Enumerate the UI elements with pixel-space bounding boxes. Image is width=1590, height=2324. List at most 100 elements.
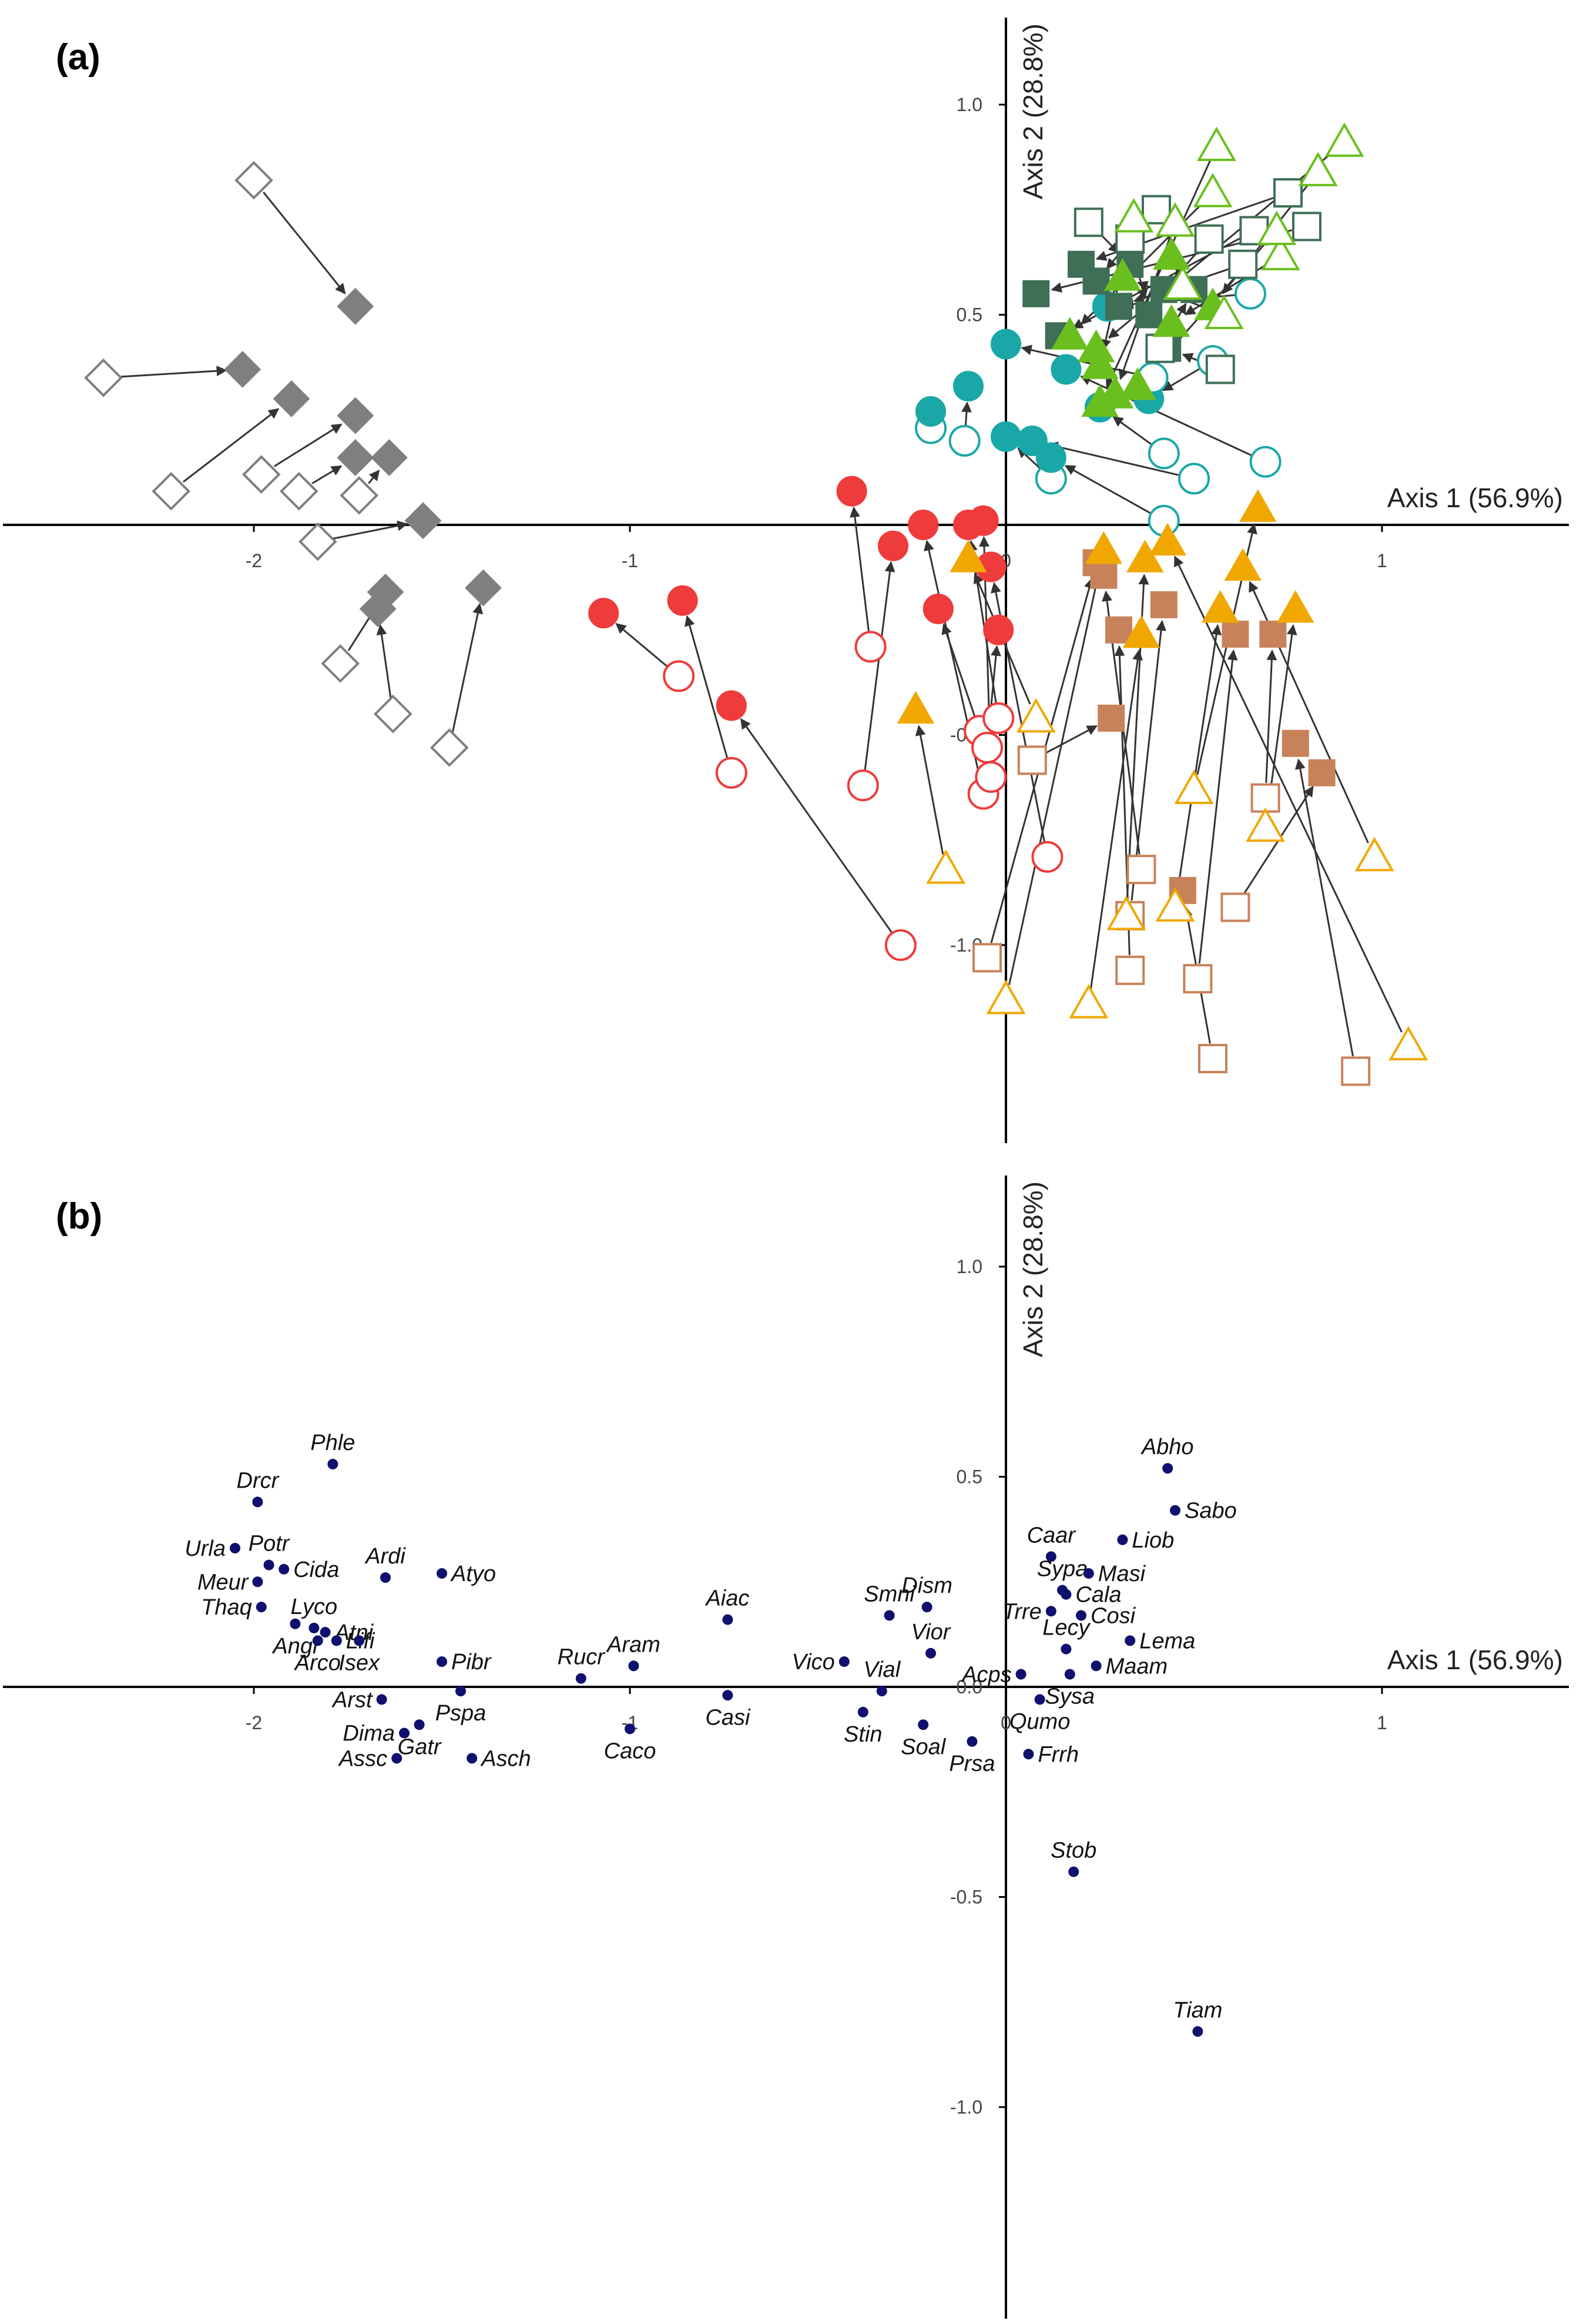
species-point-arco [312,1635,323,1646]
lightgreen-triangle-open-marker [1324,122,1364,157]
grey-diamond-filled-marker [370,439,408,477]
grey-diamond-open-marker [241,455,281,494]
species-label-casi: Casi [705,1705,751,1730]
species-label-vial: Vial [863,1657,901,1682]
species-label-masi: Masi [1098,1562,1146,1586]
darkgreen-square-filled-marker [1105,293,1132,320]
grey-diamond-open-marker [234,160,273,200]
orange-triangle-open-marker [926,849,966,884]
darkgreen-square-open-marker [1142,195,1171,225]
panel-a-x-axis-title: Axis 1 (56.9%) [1387,483,1563,513]
panel-a-x-tick-label: 1 [1377,550,1387,571]
grey-diamond-arrow [263,192,346,294]
brown-square-filled-marker [1282,729,1309,757]
brown-square-arrow [1131,619,1166,901]
panel-b-y-axis-title: Axis 2 (28.8%) [1018,1181,1048,1357]
teal-circle-arrow [1047,441,1180,476]
species-label-thaq: Thaq [201,1595,252,1620]
panel-a-label: (a) [56,37,100,78]
red-circle-open-marker [982,702,1015,734]
panel-b-y-tick-label: -1.0 [950,2097,982,2118]
species-label-asch: Asch [480,1747,531,1772]
species-point-cosi [1076,1610,1086,1621]
species-label-dima: Dima [343,1722,395,1746]
species-label-sypa: Sypa [1037,1557,1088,1582]
grey-diamond-arrow [274,423,343,467]
species-label-arst: Arst [331,1687,373,1712]
species-point-stob [1068,1866,1079,1877]
grey-diamond-arrow [451,602,484,733]
orange-triangle-open-marker [1155,887,1195,922]
brown-square-arrow [1045,725,1098,754]
grey-diamond-filled-marker [359,590,397,628]
panel-b-y-tick-label: 0.5 [957,1466,982,1488]
species-point-pspa [455,1686,466,1697]
species-point-asch [467,1753,478,1764]
grey-diamond-open-marker [84,358,123,397]
brown-square-filled-marker [1105,616,1132,644]
brown-square-arrow [1294,758,1354,1057]
grey-diamond-arrow [333,520,408,540]
orange-triangle-open-marker [1016,698,1056,733]
darkgreen-square-open-marker [1292,212,1321,242]
lightgreen-triangle-open-marker [1204,294,1244,329]
lightgreen-triangle-open-marker [1196,126,1236,161]
darkgreen-square-open-marker [1273,178,1303,208]
species-label-smni: Smni [864,1582,915,1606]
species-label-abho: Abho [1140,1435,1194,1459]
species-label-tiam: Tiam [1173,1998,1222,2022]
species-label-cosi: Cosi [1091,1603,1136,1628]
species-label-sysa: Sysa [1045,1685,1095,1709]
orange-triangle-filled-marker [1126,540,1164,572]
orange-triangle-open-marker [1354,836,1394,872]
red-circle-open-marker [847,769,879,802]
teal-circle-arrow [1064,464,1151,514]
species-label-stob: Stob [1051,1839,1096,1863]
red-circle-open-marker [663,660,695,692]
red-circle-filled-marker [588,598,619,629]
species-label-assc: Assc [338,1747,387,1772]
grey-diamond-filled-marker [224,351,261,388]
species-label-frrh: Frrh [1038,1742,1079,1767]
panel-b-x-tick-label: 0 [1001,1712,1011,1733]
red-circle-open-marker [975,761,1007,793]
lightgreen-triangle-open-marker [1114,198,1154,233]
grey-diamond-filled-marker [337,397,374,434]
species-point-abho [1162,1463,1173,1474]
darkgreen-square-filled-marker [1022,280,1050,307]
lightgreen-triangle-open-marker [1257,210,1297,245]
species-label-trre: Trre [1002,1599,1042,1624]
species-label-arco: Arco [294,1650,341,1675]
grey-diamond-arrow [376,624,392,699]
lightgreen-triangle-filled-marker [1103,258,1142,291]
species-point-meur [252,1576,263,1588]
species-point-trre [1045,1606,1056,1617]
species-point-vial [876,1686,887,1697]
panel-a-x-tick-label: -2 [246,550,262,571]
red-circle-filled-marker [836,475,867,507]
species-point-ardi [380,1572,391,1583]
orange-triangle-arrow [915,725,944,855]
panel-b-y-tick-label: 0.0 [957,1676,982,1697]
panel-a-y-tick-label: 1.0 [957,94,982,115]
species-label-rucr: Rucr [558,1645,606,1670]
panel-b-y-tick-label: 1.0 [957,1256,982,1277]
orange-triangle-filled-marker [950,540,987,572]
species-point-arst [376,1694,387,1705]
red-circle-filled-marker [878,530,908,561]
species-point-assc [391,1753,402,1764]
species-label-maam: Maam [1106,1654,1168,1679]
species-point-gatr [414,1719,425,1730]
species-point-dism [921,1602,932,1613]
species-point-maam [1091,1660,1102,1672]
red-circle-open-marker [971,731,1003,763]
lightgreen-triangle-open-marker [1155,202,1195,237]
teal-circle-arrow [1112,416,1152,446]
species-label-potr: Potr [249,1532,290,1556]
red-circle-open-marker [884,929,917,961]
grey-diamond-open-marker [340,476,379,515]
panel-a-y-tick-label: 0.5 [957,304,982,326]
species-label-qumo: Qumo [1009,1709,1070,1734]
species-point-thaq [256,1602,267,1613]
